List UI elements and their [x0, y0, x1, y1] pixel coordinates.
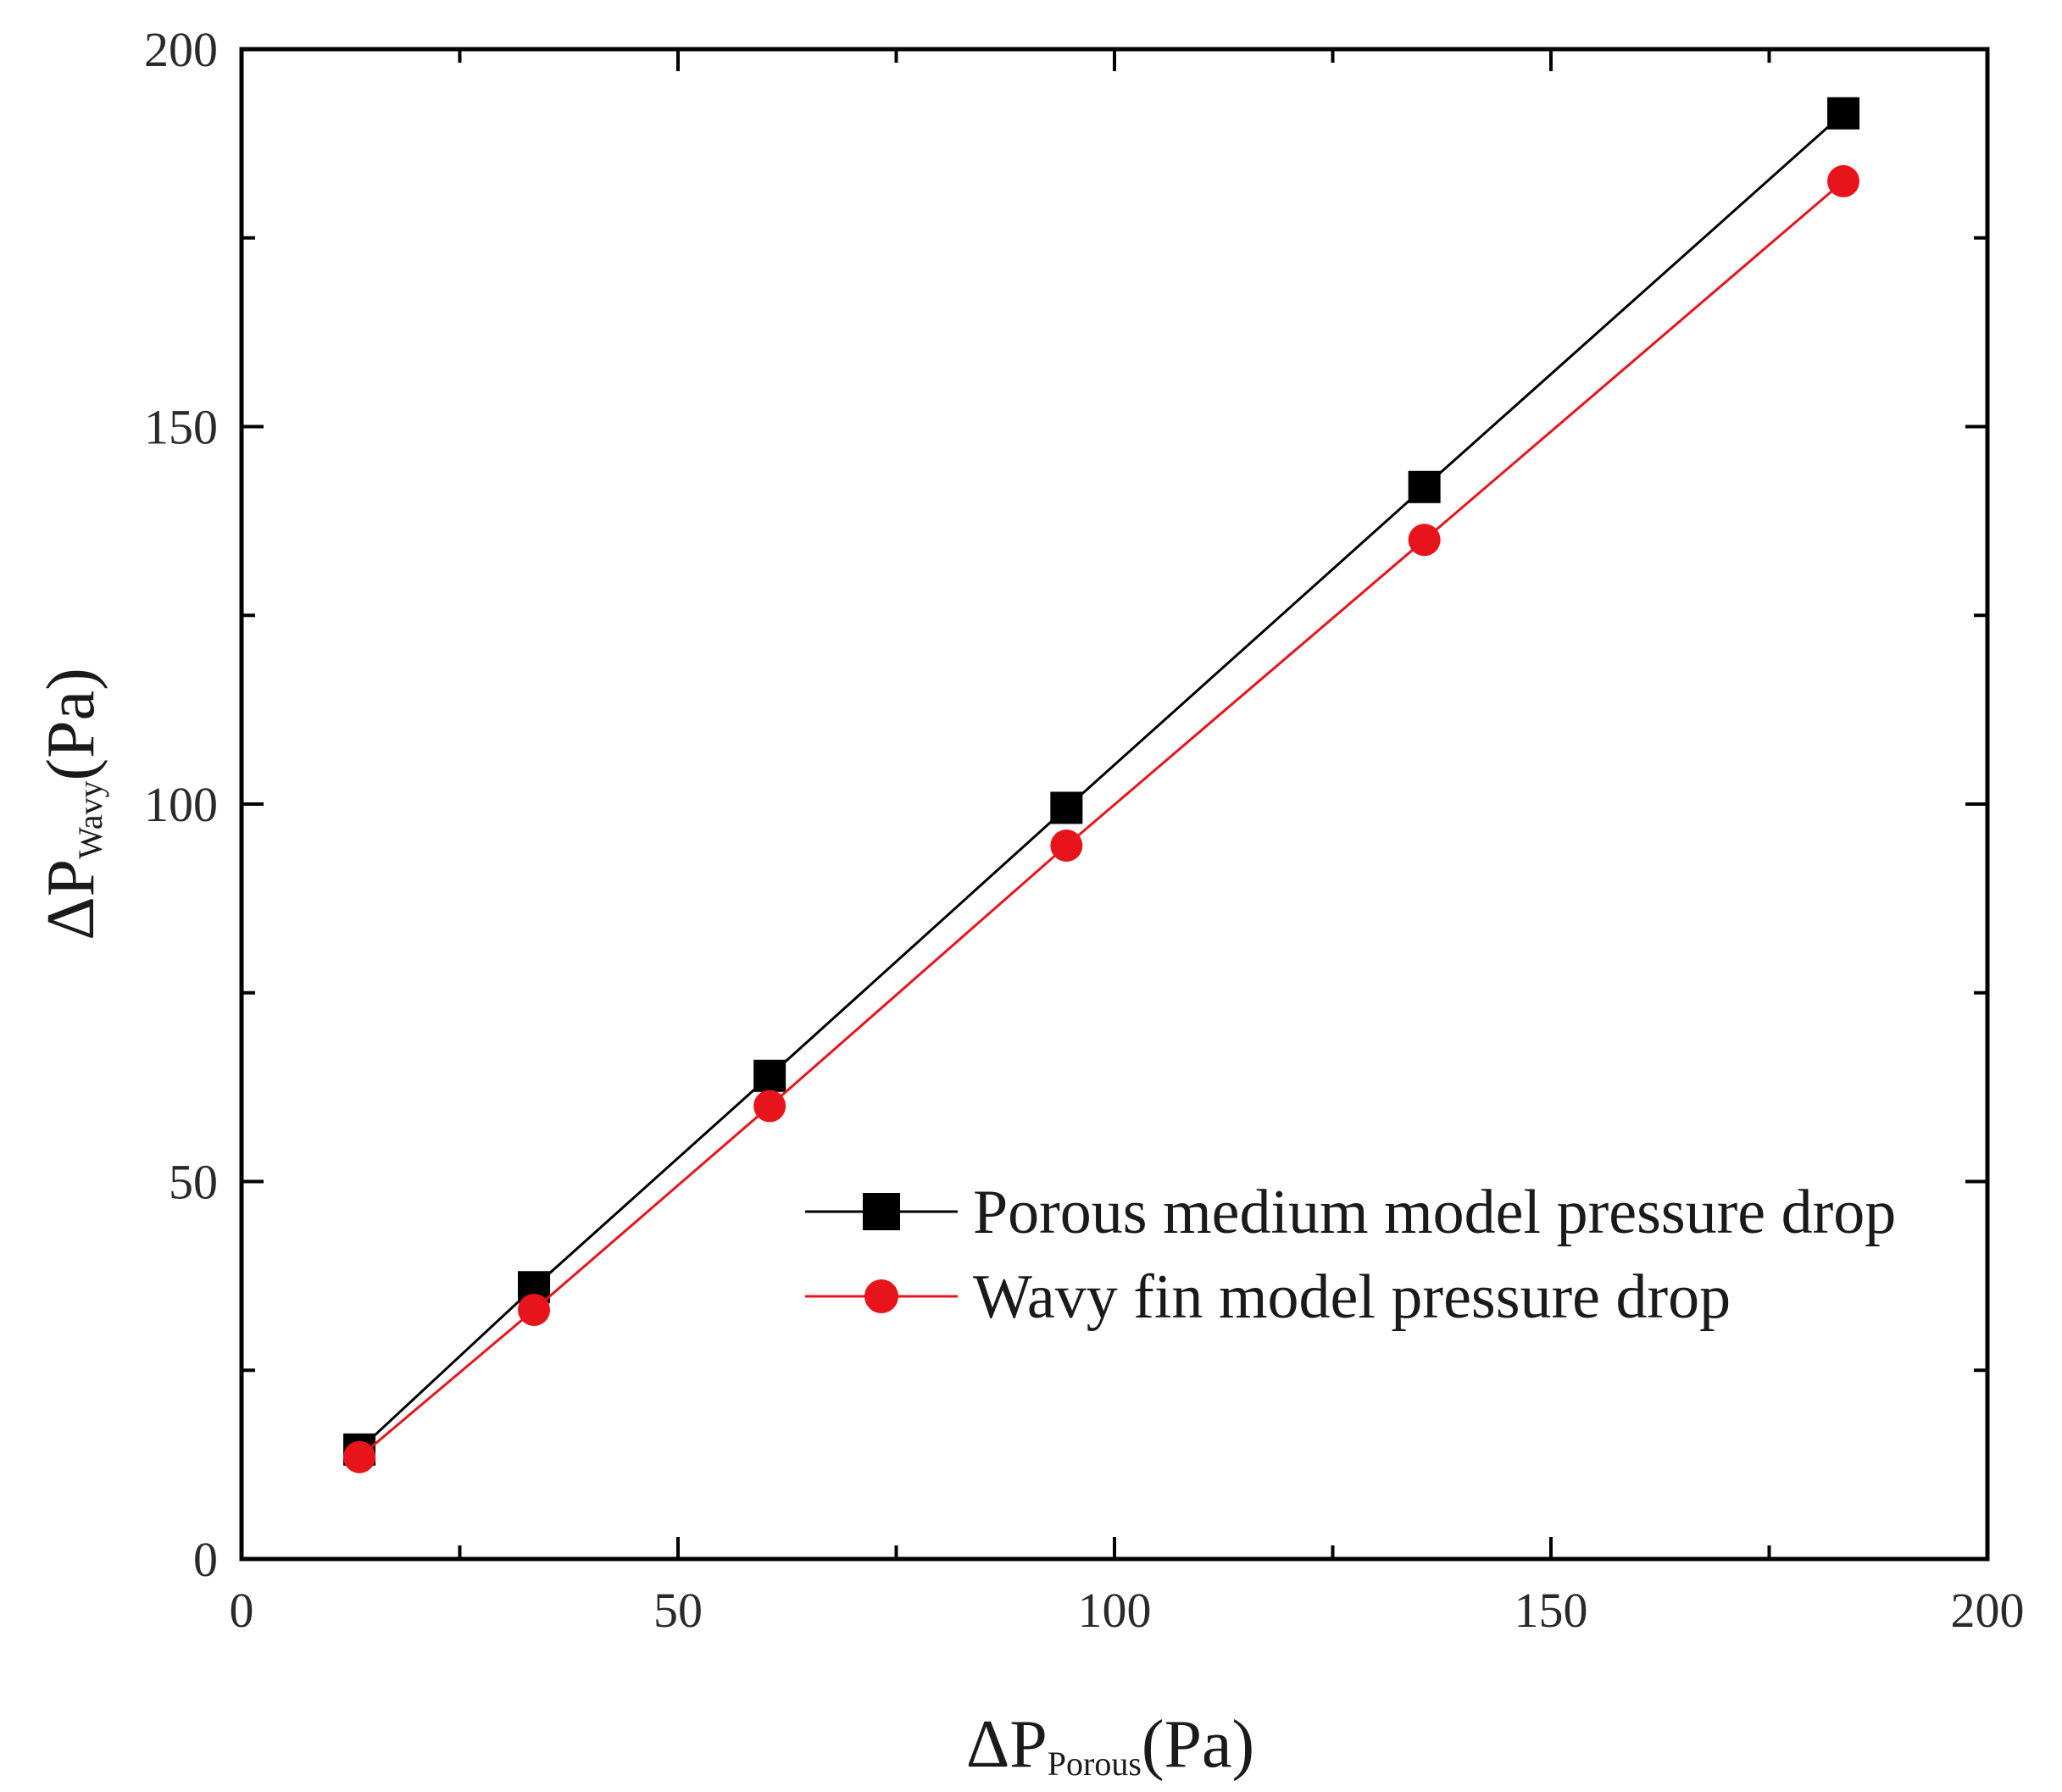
x-axis-title: ΔPPorous(Pa) [966, 1707, 1254, 1783]
x-tick-label: 150 [1515, 1583, 1588, 1638]
series-layer [343, 97, 1860, 1473]
series-porous [343, 97, 1860, 1466]
y-tick-label: 200 [144, 22, 218, 77]
legend-label-wavy: Wavy fin model pressure drop [973, 1262, 1731, 1332]
data-point-square [753, 1059, 786, 1092]
x-axis-title-sub: Porous [1048, 1745, 1142, 1783]
data-point-square [1827, 97, 1860, 130]
x-tick-label: 50 [653, 1583, 703, 1638]
y-tick-label: 50 [169, 1155, 218, 1210]
data-point-square [1050, 791, 1083, 824]
y-axis-title-sub: Wavy [71, 781, 109, 859]
data-point-circle [518, 1293, 551, 1326]
legend-marker-porous [863, 1193, 900, 1230]
y-tick-label: 150 [144, 400, 218, 455]
axis-ticks [240, 47, 1989, 1561]
data-point-circle [1408, 524, 1441, 557]
series-line [358, 112, 1845, 1451]
legend-marker-wavy [864, 1279, 898, 1313]
data-point-circle [1050, 829, 1083, 863]
legend-entry-porous: Porous medium model pressure drop [805, 1178, 1896, 1247]
series-wavy [343, 164, 1860, 1473]
x-tick-label: 0 [230, 1583, 254, 1638]
axis-tick-labels: 0 50 100 150 200 0 50 100 150 200 [144, 22, 2025, 1638]
data-point-circle [753, 1090, 786, 1123]
x-tick-label: 200 [1951, 1583, 2025, 1638]
y-axis-title: ΔPWavy(Pa) [34, 668, 109, 940]
x-axis-title-prefix: ΔP [966, 1707, 1048, 1782]
x-axis-title-suffix: (Pa) [1142, 1707, 1254, 1782]
legend: Porous medium model pressure drop Wavy f… [805, 1178, 1896, 1332]
data-point-circle [343, 1440, 376, 1473]
series-line [358, 180, 1845, 1458]
y-tick-label: 0 [193, 1532, 218, 1587]
legend-entry-wavy: Wavy fin model pressure drop [805, 1262, 1731, 1332]
y-axis-title-suffix: (Pa) [34, 668, 108, 780]
x-tick-label: 100 [1078, 1583, 1152, 1638]
y-tick-label: 100 [144, 777, 218, 832]
data-point-circle [1827, 164, 1860, 197]
legend-label-porous: Porous medium model pressure drop [973, 1178, 1896, 1247]
data-point-square [1408, 470, 1441, 503]
y-axis-title-prefix: ΔP [34, 859, 108, 940]
